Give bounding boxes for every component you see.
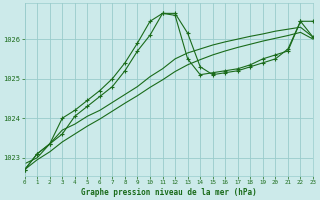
X-axis label: Graphe pression niveau de la mer (hPa): Graphe pression niveau de la mer (hPa) bbox=[81, 188, 257, 197]
